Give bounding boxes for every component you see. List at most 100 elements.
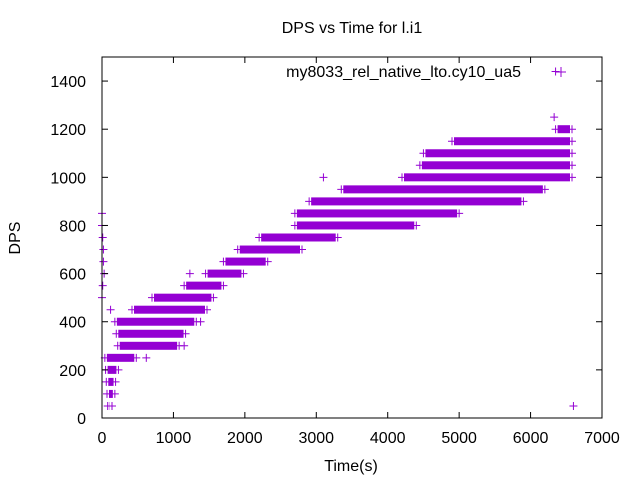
data-point xyxy=(568,137,576,146)
data-point xyxy=(455,209,464,218)
data-point xyxy=(239,269,248,278)
data-point xyxy=(448,137,456,146)
data-point xyxy=(319,173,328,182)
y-axis-title: DPS xyxy=(7,222,24,255)
data-point xyxy=(298,245,306,254)
data-point xyxy=(132,353,141,362)
x-tick-label: 2000 xyxy=(227,430,263,447)
data-point xyxy=(568,161,576,170)
legend-marker xyxy=(556,67,566,77)
data-band xyxy=(119,341,178,350)
data-point xyxy=(551,125,560,134)
y-tick-label: 200 xyxy=(59,363,86,380)
data-point xyxy=(209,293,218,302)
data-points xyxy=(98,67,578,410)
data-point xyxy=(233,245,242,254)
data-point xyxy=(110,317,119,326)
legend: my8033_rel_native_lto.cy10_ua5 xyxy=(286,64,566,81)
data-point xyxy=(98,281,107,290)
data-point xyxy=(398,173,406,182)
data-band xyxy=(425,149,570,158)
data-point xyxy=(290,209,299,218)
data-point xyxy=(412,221,421,230)
data-point xyxy=(519,197,528,206)
data-point xyxy=(419,149,428,158)
data-band xyxy=(108,377,114,386)
x-axis-title: Time(s) xyxy=(324,458,378,475)
data-band xyxy=(421,161,570,170)
data-band xyxy=(116,317,195,326)
data-point xyxy=(540,185,549,194)
data-point xyxy=(103,389,111,398)
data-point xyxy=(180,281,189,290)
plot-frame xyxy=(101,56,603,419)
y-tick-label: 1400 xyxy=(50,74,86,91)
x-tick-label: 0 xyxy=(98,430,107,447)
data-point xyxy=(112,329,121,338)
data-point xyxy=(110,389,119,398)
y-tick-label: 600 xyxy=(59,267,86,284)
y-tick-label: 800 xyxy=(59,218,86,235)
data-point xyxy=(106,305,115,314)
data-band xyxy=(557,125,570,134)
data-point xyxy=(98,233,107,242)
data-point xyxy=(290,221,299,230)
data-point xyxy=(333,233,342,242)
data-band xyxy=(154,293,212,302)
data-point xyxy=(415,161,424,170)
data-point xyxy=(568,125,576,134)
data-point xyxy=(219,257,228,266)
data-point xyxy=(114,365,123,374)
data-band xyxy=(261,233,336,242)
data-band xyxy=(186,281,222,290)
data-band xyxy=(296,209,458,218)
data-point xyxy=(181,329,190,338)
data-point xyxy=(263,257,272,266)
data-point xyxy=(203,305,211,314)
y-tick-label: 1000 xyxy=(50,170,86,187)
data-point xyxy=(196,317,205,326)
data-point xyxy=(219,281,228,290)
data-point xyxy=(99,257,108,266)
chart-title: DPS vs Time for l.i1 xyxy=(282,20,423,37)
x-tick-label: 6000 xyxy=(513,430,549,447)
data-band xyxy=(454,137,570,146)
x-tick-label: 3000 xyxy=(298,430,334,447)
x-tick-label: 4000 xyxy=(370,430,406,447)
data-band xyxy=(107,365,117,374)
data-point xyxy=(180,341,189,350)
x-tick-label: 7000 xyxy=(584,430,620,447)
data-band xyxy=(207,269,242,278)
data-point xyxy=(111,377,120,386)
x-tick-label: 5000 xyxy=(441,430,477,447)
data-band xyxy=(343,185,543,194)
data-band xyxy=(311,197,522,206)
data-point xyxy=(568,173,576,182)
data-band xyxy=(404,173,570,182)
data-band xyxy=(239,245,300,254)
data-band xyxy=(106,353,135,362)
data-point xyxy=(113,341,122,350)
y-tick-label: 400 xyxy=(59,315,86,332)
legend-label: my8033_rel_native_lto.cy10_ua5 xyxy=(286,64,521,81)
data-point xyxy=(305,197,314,206)
data-point xyxy=(148,293,156,302)
data-point xyxy=(142,353,151,362)
data-band xyxy=(225,257,266,266)
data-point xyxy=(568,149,576,158)
axis-ticks: 0 1000 2000 3000 4000 5000 6000 7000 0 200 400 600 8… xyxy=(50,57,620,447)
data-point xyxy=(201,269,210,278)
data-band xyxy=(134,305,205,314)
data-point xyxy=(185,269,194,278)
data-point xyxy=(108,401,116,410)
data-point xyxy=(550,113,559,122)
data-point xyxy=(255,233,264,242)
data-point xyxy=(128,305,136,314)
y-tick-label: 0 xyxy=(77,411,86,428)
data-point xyxy=(551,67,560,76)
data-band xyxy=(296,221,415,230)
data-point xyxy=(337,185,346,194)
data-point xyxy=(569,401,578,410)
y-tick-label: 1200 xyxy=(50,122,86,139)
